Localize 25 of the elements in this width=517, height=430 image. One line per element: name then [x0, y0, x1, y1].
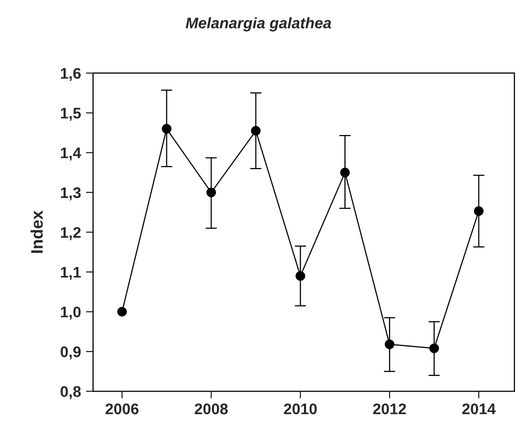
point — [474, 206, 484, 216]
x-tick-label: 2012 — [373, 404, 406, 414]
point — [296, 271, 306, 281]
chart-title: Melanargia galathea — [186, 17, 332, 32]
point — [250, 126, 261, 136]
point — [429, 343, 440, 354]
y-tick-label: 1,5 — [60, 108, 81, 121]
x-tick-label: 2010 — [284, 404, 317, 414]
y-tick-label: 0,8 — [60, 386, 81, 400]
y-tick-label: 1,1 — [60, 267, 81, 280]
y-axis-title: Index — [30, 210, 43, 253]
y-tick-label: 1,6 — [60, 68, 81, 81]
x-tick-label: 2008 — [194, 404, 228, 414]
point — [384, 340, 394, 350]
point — [117, 306, 127, 317]
y-tick-label: 0,9 — [60, 346, 81, 360]
y-tick-label: 1,3 — [60, 187, 81, 200]
point — [162, 124, 172, 134]
point — [340, 168, 350, 178]
y-tick-label: 1,0 — [60, 306, 81, 320]
point — [206, 188, 216, 198]
x-tick-label: 2006 — [106, 404, 138, 414]
y-tick-label: 1,2 — [60, 227, 81, 240]
x-tick-label: 2014 — [462, 404, 496, 414]
y-tick-label: 1,4 — [60, 148, 82, 161]
